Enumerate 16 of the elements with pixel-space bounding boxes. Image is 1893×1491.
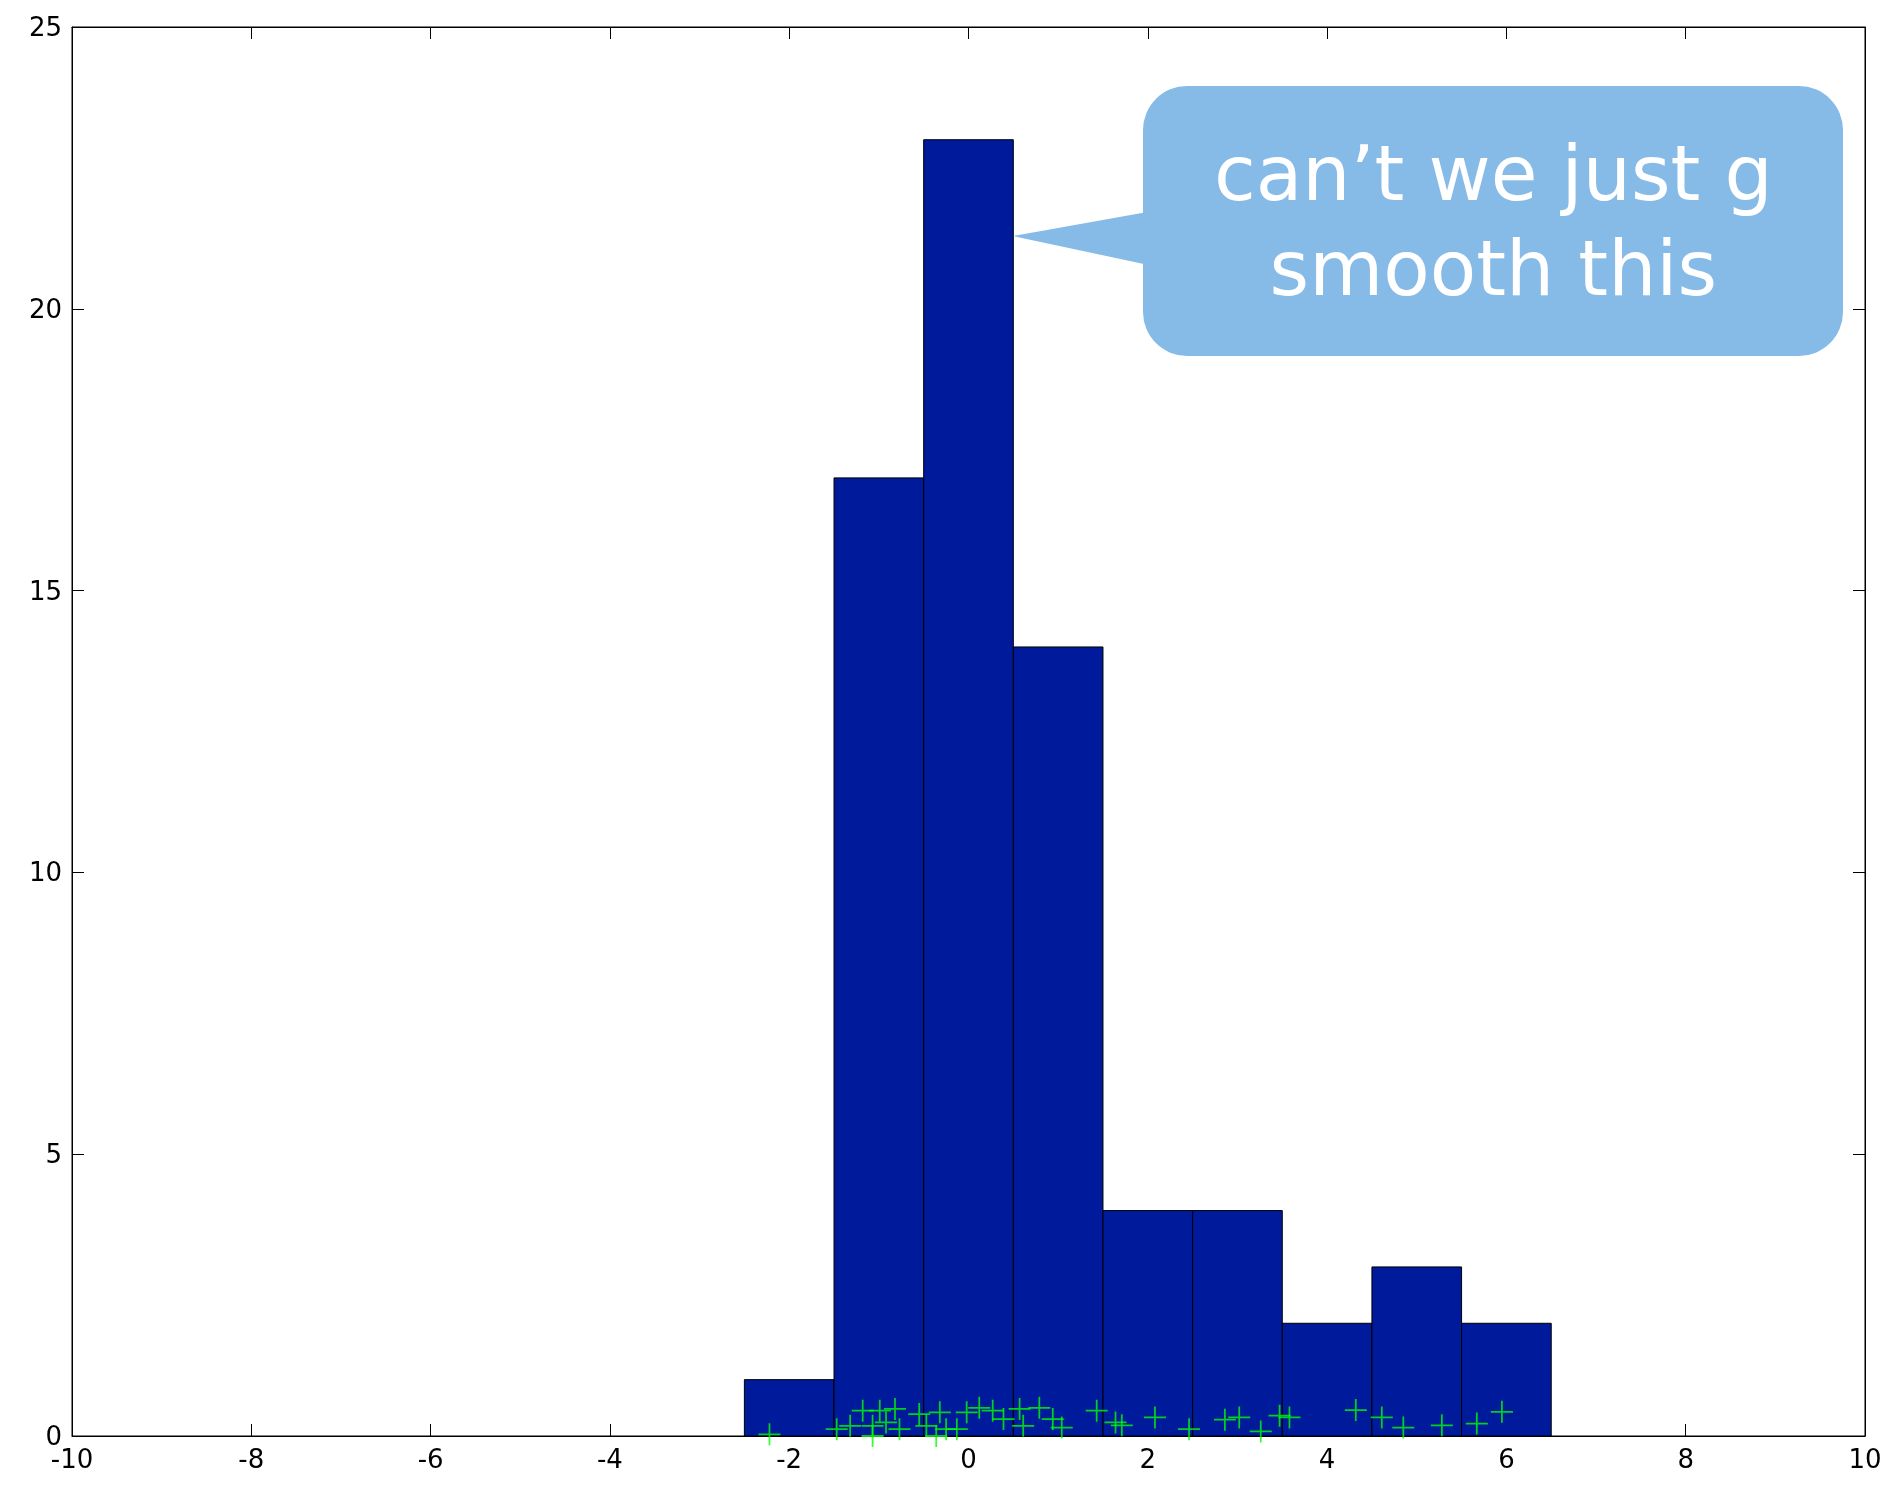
y-tick-label: 20 (28, 293, 62, 324)
x-tick-label: 4 (1318, 1444, 1336, 1474)
x-tick-label: 0 (960, 1444, 977, 1474)
y-tick-label: 25 (28, 12, 62, 42)
x-tick-label: -2 (776, 1444, 803, 1474)
x-tick-label: -6 (417, 1444, 444, 1474)
annotation: can’t we just g smooth this (1143, 85, 1844, 356)
y-tick-label: 10 (28, 857, 62, 888)
x-tick-label: 2 (1139, 1444, 1157, 1474)
x-tick-label: 8 (1677, 1444, 1694, 1474)
x-tick-label: -8 (238, 1444, 265, 1474)
x-tick-label: 6 (1498, 1444, 1515, 1474)
x-tick-label: 10 (1848, 1444, 1882, 1474)
y-tick-label: 15 (28, 575, 62, 606)
x-tick-label: -4 (596, 1444, 623, 1474)
y-tick-label: 5 (45, 1139, 62, 1170)
